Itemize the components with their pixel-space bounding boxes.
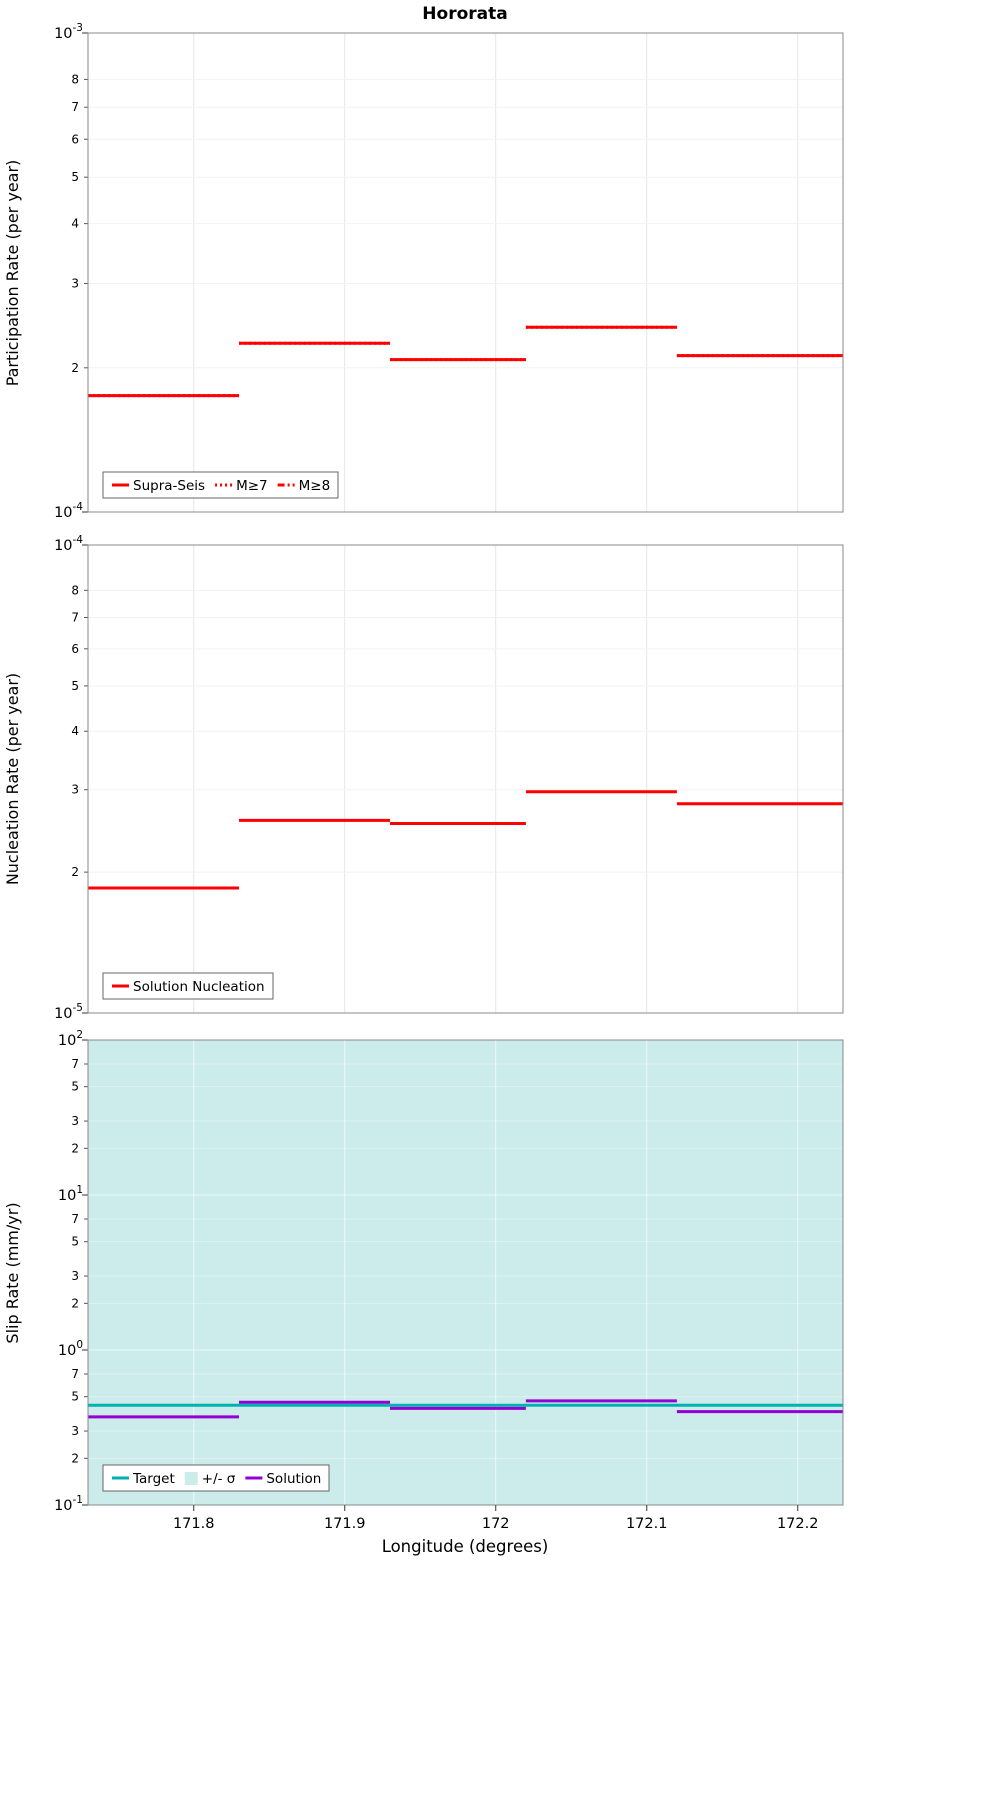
slip-rate-plot-area xyxy=(88,1040,843,1505)
y-minor-tick-label: 5 xyxy=(71,170,79,184)
x-tick-label: 171.8 xyxy=(173,1516,215,1532)
legend-box xyxy=(102,471,339,499)
participation-plot-area xyxy=(88,33,843,512)
y-major-tick-label: 102 xyxy=(58,1029,83,1049)
legend-label: Solution xyxy=(266,1471,321,1487)
participation-border xyxy=(87,32,844,513)
y-major-tick-label: 10-4 xyxy=(54,501,83,521)
chart-title: Hororata xyxy=(422,4,507,24)
nucleation-border xyxy=(87,544,844,1014)
nucleation-series-solution-nucleation xyxy=(88,790,843,890)
y-major-tick-label: 10-3 xyxy=(54,22,83,42)
x-tick-label: 172.2 xyxy=(777,1516,819,1532)
y-minor-tick-label: 2 xyxy=(71,1141,79,1155)
participation-legend: Supra-Seis M≥7 M≥8 xyxy=(102,471,339,499)
y-minor-tick-label: 4 xyxy=(71,217,79,231)
y-minor-tick-label: 4 xyxy=(71,724,79,738)
nucleation-panel: 8 7 6 5 4 3 2 10-4 10-5 Solution Nucleation xyxy=(54,534,844,1022)
y-minor-tick-label: 5 xyxy=(71,1390,79,1404)
participation-series-m-7 xyxy=(88,325,843,398)
y-minor-tick-label: 3 xyxy=(71,1114,79,1128)
x-tick-label: 172.1 xyxy=(626,1516,668,1532)
panels: 8 7 6 5 4 3 2 10-3 10-4 Supra-Seis M≥7 M≥8 8 7 6 5 4 3 2 10… xyxy=(54,22,844,1532)
y-major-tick-label: 10-4 xyxy=(54,534,83,554)
y-minor-tick-label: 8 xyxy=(71,72,79,86)
y-minor-tick-label: 6 xyxy=(71,642,79,656)
y-minor-tick-label: 2 xyxy=(71,1451,79,1465)
y-minor-tick-label: 5 xyxy=(71,1235,79,1249)
x-axis-label: Longitude (degrees) xyxy=(382,1537,549,1556)
y-minor-tick-label: 5 xyxy=(71,679,79,693)
y-minor-tick-label: 3 xyxy=(71,1424,79,1438)
y-minor-tick-label: 5 xyxy=(71,1080,79,1094)
y-minor-tick-label: 7 xyxy=(71,1212,79,1226)
y-minor-tick-label: 2 xyxy=(71,361,79,375)
y-minor-tick-label: 2 xyxy=(71,1296,79,1310)
y-minor-tick-label: 7 xyxy=(71,1057,79,1071)
legend-label: +/- σ xyxy=(202,1471,236,1487)
y-major-tick-label: 10-1 xyxy=(54,1494,83,1514)
y-minor-tick-label: 6 xyxy=(71,132,79,146)
legend-label: Supra-Seis xyxy=(133,478,205,494)
y-minor-tick-label: 7 xyxy=(71,610,79,624)
y-minor-tick-label: 8 xyxy=(71,583,79,597)
participation-y-axis-label: Participation Rate (per year) xyxy=(3,160,22,387)
y-minor-tick-label: 7 xyxy=(71,1367,79,1381)
slip-rate-series-solution xyxy=(88,1399,843,1419)
legend-label: Solution Nucleation xyxy=(133,979,265,995)
y-major-tick-label: 10-5 xyxy=(54,1002,83,1022)
y-minor-tick-label: 3 xyxy=(71,783,79,797)
slip-rate-y-axis-label: Slip Rate (mm/yr) xyxy=(3,1202,22,1343)
y-minor-tick-label: 3 xyxy=(71,1269,79,1283)
legend-swatch-patch xyxy=(184,1472,198,1485)
legend-label: M≥7 xyxy=(236,478,268,494)
legend-box xyxy=(102,1464,330,1492)
x-tick-label: 171.9 xyxy=(324,1516,366,1532)
x-tick-label: 172 xyxy=(482,1516,510,1532)
y-minor-tick-label: 7 xyxy=(71,100,79,114)
y-major-tick-label: 100 xyxy=(58,1339,83,1359)
nucleation-plot-area xyxy=(88,545,843,1013)
slip-rate-border xyxy=(87,1039,844,1506)
legend-box xyxy=(102,972,274,1000)
y-minor-tick-label: 3 xyxy=(71,276,79,290)
nucleation-y-axis-label: Nucleation Rate (per year) xyxy=(3,673,22,885)
y-major-tick-label: 101 xyxy=(58,1184,83,1204)
nucleation-legend: Solution Nucleation xyxy=(102,972,274,1000)
y-minor-tick-label: 2 xyxy=(71,865,79,879)
legend-label: M≥8 xyxy=(299,478,331,494)
participation-panel: 8 7 6 5 4 3 2 10-3 10-4 Supra-Seis M≥7 M≥8 xyxy=(54,22,844,521)
slip-rate-legend: Target +/- σ Solution xyxy=(102,1464,330,1492)
slip-rate-panel: 7 5 3 2 7 5 3 2 7 5 3 2 102 101 100 10-1 171.8 171.9 172 17… xyxy=(54,1029,844,1532)
legend-label: Target xyxy=(132,1471,175,1487)
